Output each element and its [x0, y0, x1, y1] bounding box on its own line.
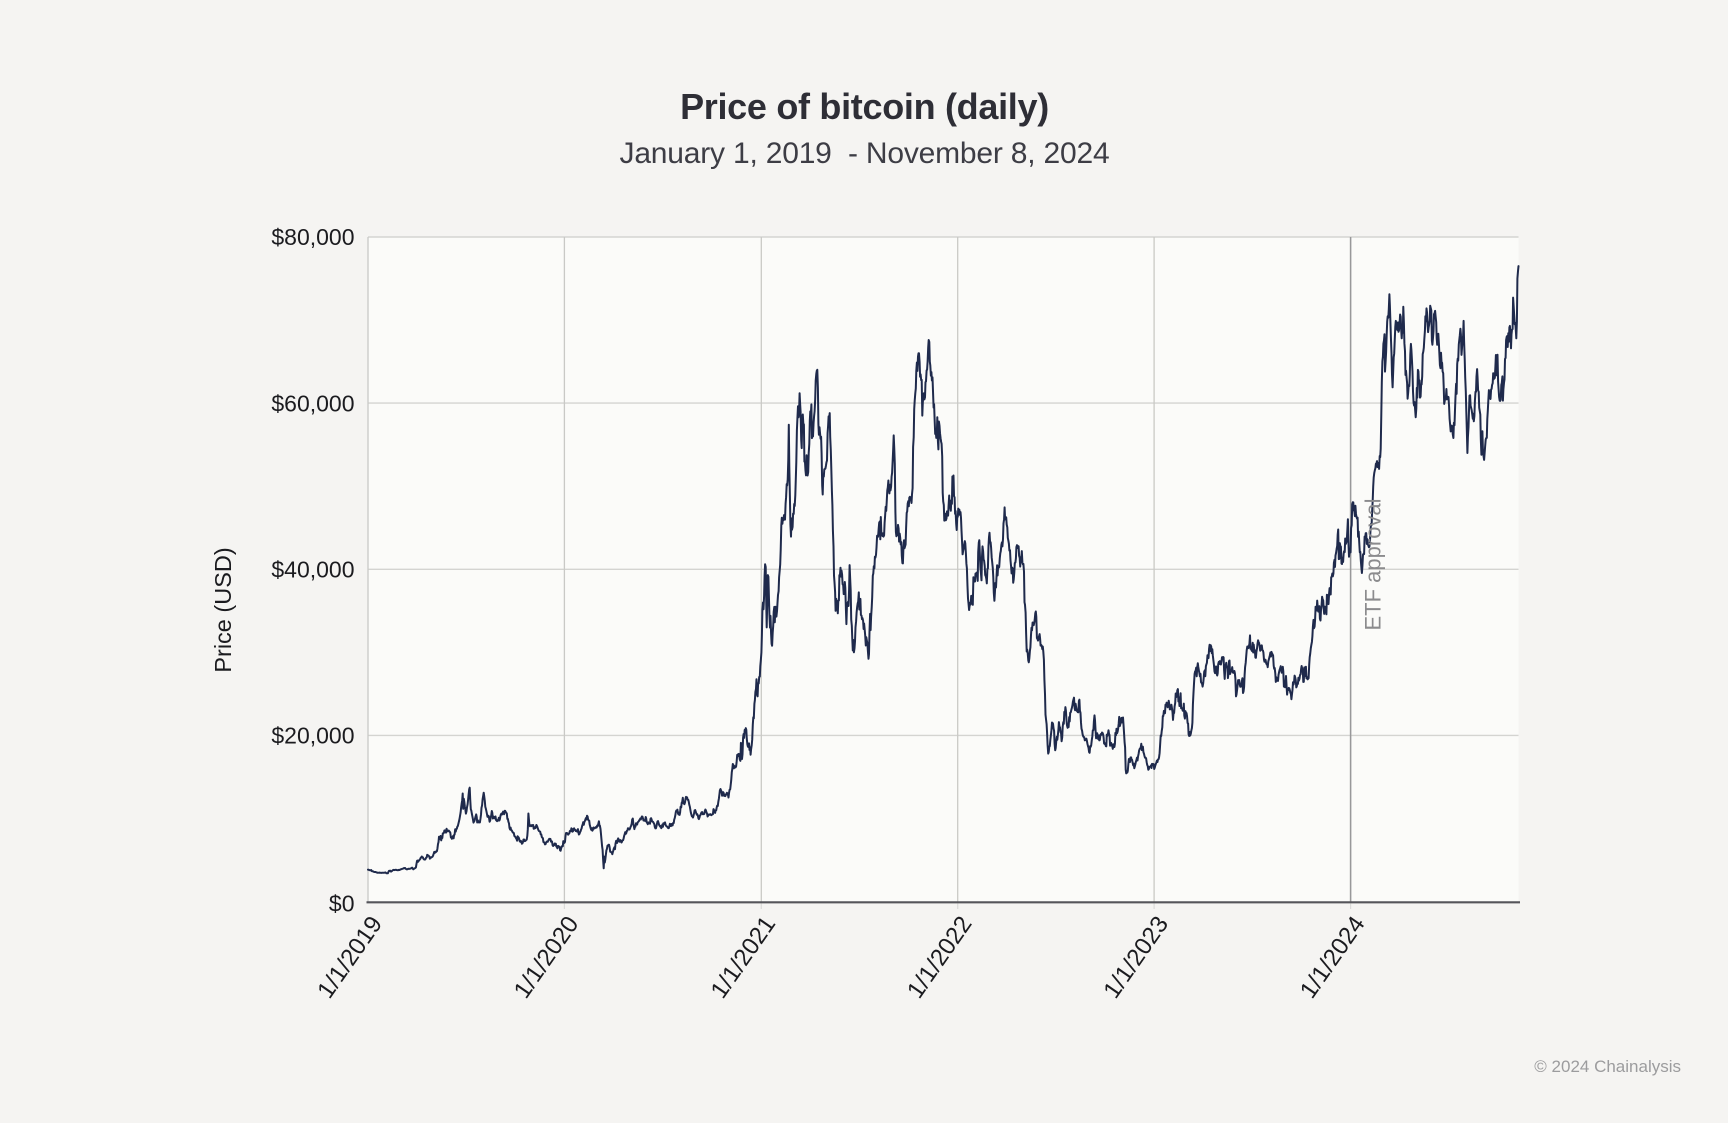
svg-text:$60,000: $60,000 [271, 390, 354, 416]
svg-text:1/1/2022: 1/1/2022 [902, 911, 978, 1003]
svg-text:1/1/2020: 1/1/2020 [509, 911, 585, 1003]
svg-text:© 2024 Chainalysis: © 2024 Chainalysis [1534, 1057, 1681, 1076]
svg-text:1/1/2023: 1/1/2023 [1098, 911, 1174, 1003]
svg-text:$0: $0 [329, 890, 355, 916]
svg-text:1/1/2021: 1/1/2021 [706, 911, 782, 1003]
svg-text:1/1/2024: 1/1/2024 [1295, 911, 1371, 1003]
svg-text:$80,000: $80,000 [271, 224, 354, 250]
svg-text:Price (USD): Price (USD) [210, 547, 236, 672]
svg-text:ETF approval: ETF approval [1361, 498, 1386, 630]
svg-text:$20,000: $20,000 [271, 723, 354, 749]
svg-text:1/1/2019: 1/1/2019 [312, 911, 388, 1003]
svg-text:$40,000: $40,000 [271, 557, 354, 583]
